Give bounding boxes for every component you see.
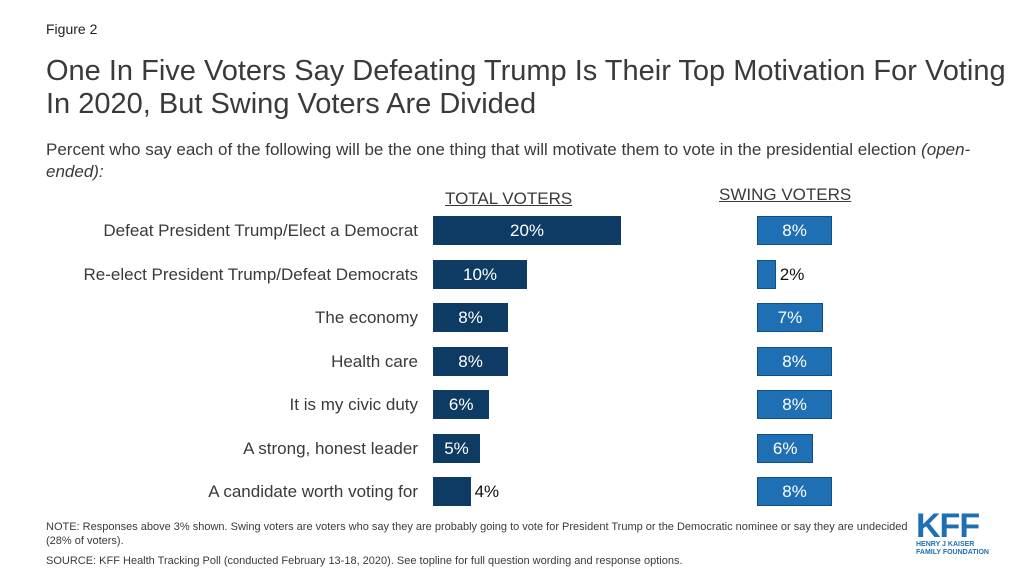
category-label: A candidate worth voting for (208, 482, 418, 501)
swing-voters-value-label: 6% (772, 438, 798, 458)
swing-voters-bar (757, 303, 823, 332)
swing-voters-value-label: 7% (777, 308, 803, 327)
total-voters-bar (433, 433, 480, 463)
source-note: SOURCE: KFF Health Tracking Poll (conduc… (46, 555, 683, 567)
total-voters-value-label: 20% (509, 221, 545, 240)
swing-voters-value-label: 8% (782, 221, 807, 240)
total-voters-value-label: 5% (444, 438, 469, 458)
swing-voters-value-label: 8% (782, 482, 807, 501)
total-voters-value-label: 8% (458, 351, 483, 371)
total-voters-bar (433, 216, 621, 245)
category-label: Defeat President Trump/Elect a Democrat (103, 221, 418, 240)
total-voters-bar (433, 477, 471, 506)
category-label: A strong, honest leader (243, 438, 418, 458)
swing-voters-bar (757, 390, 833, 419)
total-voters-bar (433, 346, 509, 376)
subtitle-italic: (open-ended): (46, 140, 971, 181)
swing-voters-bar (757, 259, 776, 289)
chart-subtitle: Percent who say each of the following wi… (46, 139, 986, 183)
logo-text: KFF (916, 507, 980, 545)
total-voters-value-label: 8% (458, 308, 483, 327)
swing-voters-bar (757, 346, 833, 376)
category-label: The economy (315, 308, 418, 327)
total-voters-bar (433, 259, 527, 289)
total-voters-bar (433, 303, 509, 332)
swing-voters-bar (757, 216, 833, 245)
swing-voters-value-label: 8% (782, 395, 807, 414)
subtitle-text: Percent who say each of the following wi… (46, 140, 917, 159)
total-voters-value-label: 4% (474, 482, 500, 501)
swing-voters-value-label: 8% (782, 351, 807, 371)
logo-subtext: HENRY J KAISER FAMILY FOUNDATION (916, 541, 989, 556)
category-label: It is my civic duty (289, 395, 418, 414)
footnote: NOTE: Responses above 3% shown. Swing vo… (46, 521, 908, 547)
swing-voters-bar (757, 477, 833, 506)
series-header-total: TOTAL VOTERS (445, 189, 573, 208)
chart-title: One In Five Voters Say Defeating Trump I… (46, 55, 1006, 120)
category-label: Health care (331, 351, 418, 371)
category-label: Re-elect President Trump/Defeat Democrat… (83, 264, 418, 284)
total-voters-value-label: 10% (462, 264, 498, 284)
swing-voters-value-label: 2% (779, 264, 805, 284)
swing-voters-bar (757, 433, 814, 463)
total-voters-bar (433, 390, 490, 419)
total-voters-value-label: 6% (448, 395, 474, 414)
figure-label: Figure 2 (46, 21, 98, 37)
kff-logo: KFF HENRY J KAISER FAMILY FOUNDATION (916, 507, 992, 557)
series-header-swing: SWING VOTERS (719, 185, 852, 204)
